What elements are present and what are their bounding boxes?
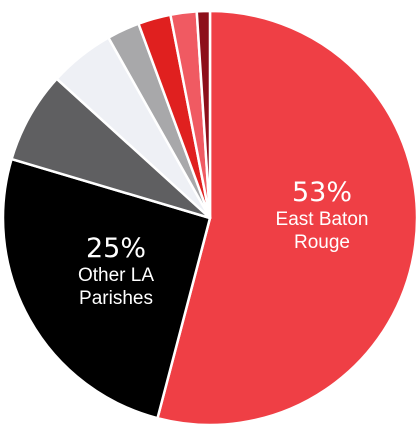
pie-slice-1: [156, 9, 419, 425]
slice-label-other-la-parishes: 25% Other LA Parishes: [50, 234, 182, 310]
pie-slice-8: [195, 9, 212, 220]
slice-name-east-baton-rouge: East Baton Rouge: [275, 208, 369, 253]
slice-percent-east-baton-rouge: 53%: [291, 177, 352, 208]
pie-slice-2: [1, 157, 212, 420]
slice-label-east-baton-rouge: 53% East Baton Rouge: [252, 178, 392, 254]
slice-name-other-la-parishes: Other LA Parishes: [77, 264, 155, 309]
slice-percent-other-la-parishes: 25%: [85, 233, 146, 264]
